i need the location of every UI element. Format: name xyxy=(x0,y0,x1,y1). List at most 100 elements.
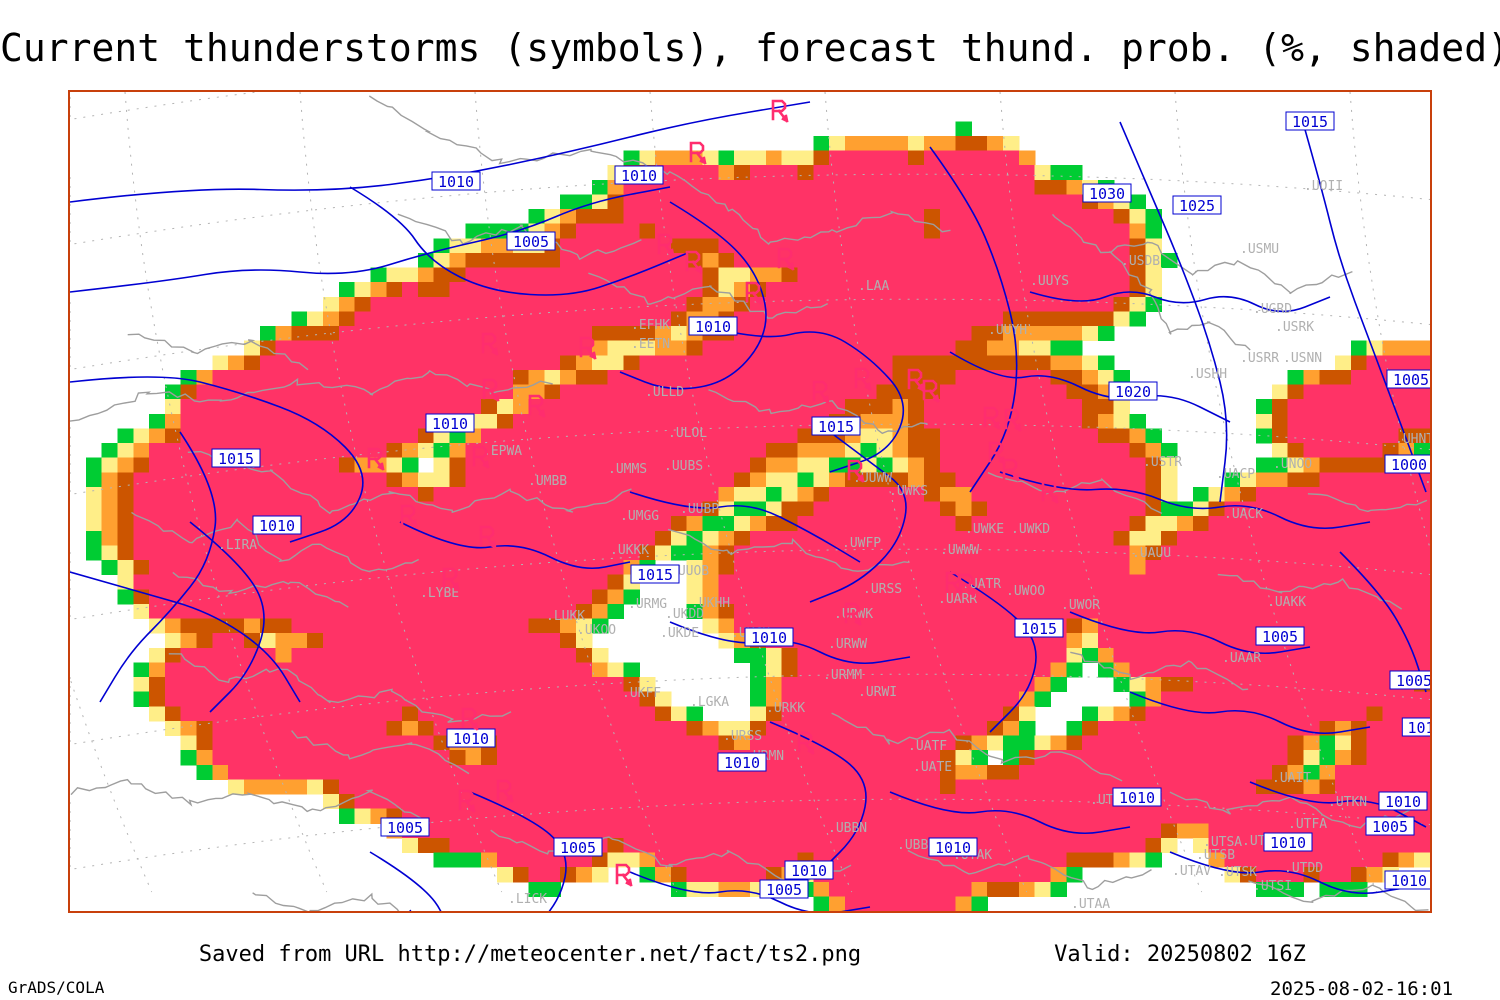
graticule-layer xyxy=(70,92,1430,893)
station-label: .USTR xyxy=(1143,455,1182,470)
thunderstorm-symbol xyxy=(854,367,872,391)
station-label: .UBBN xyxy=(828,821,867,836)
thunderstorm-symbol xyxy=(367,447,385,471)
station-label: .UTKN xyxy=(1328,795,1367,810)
isobar-label-box xyxy=(211,448,261,468)
station-label: .USNN xyxy=(1283,351,1322,366)
isobar-label-box xyxy=(1255,626,1305,646)
thunderstorm-symbol xyxy=(685,250,703,274)
station-label: .UWOR xyxy=(1061,598,1100,613)
station-label: .ULLD xyxy=(645,385,684,400)
thunderstorm-symbol xyxy=(400,504,418,528)
thunderstorm-symbol xyxy=(657,233,675,257)
station-label: .UATF xyxy=(908,739,947,754)
isobar-label: 1020 xyxy=(1115,383,1151,401)
station-label: .LGKA xyxy=(690,695,729,710)
station-label: .UHNT xyxy=(1395,432,1430,447)
isobar-label: 1010 xyxy=(453,730,489,748)
station-label: .UKOO xyxy=(577,623,616,638)
thunderstorm-symbol xyxy=(745,281,763,305)
producer-label: GrADS/COLA xyxy=(8,978,105,997)
page-title: Current thunderstorms (symbols), forecas… xyxy=(0,26,1500,70)
isobar-label-box xyxy=(744,627,794,647)
thunderstorm-symbol xyxy=(847,459,865,483)
thunderstorm-symbol xyxy=(479,525,497,549)
isobar-label: 1015 xyxy=(818,418,854,436)
station-label: .UUBS xyxy=(664,459,703,474)
station-label: .UACP xyxy=(1216,467,1255,482)
thunderstorm-symbol xyxy=(472,445,490,469)
station-label: .LYBE xyxy=(420,586,459,601)
thunderstorm-symbol xyxy=(844,602,862,626)
station-label: .UTDD xyxy=(1284,861,1323,876)
thunderstorm-symbol xyxy=(907,368,925,392)
thunderstorm-symbol xyxy=(579,336,597,360)
station-label: .UATE xyxy=(913,760,952,775)
station-label: .USMU xyxy=(1240,242,1279,257)
station-label: .UKHH xyxy=(691,596,730,611)
thunderstorm-symbol xyxy=(496,779,514,803)
station-label: .UOII xyxy=(1304,179,1343,194)
thunderstorm-symbol xyxy=(461,707,479,731)
station-label: .USRR xyxy=(1240,351,1279,366)
station-label: .URKK xyxy=(766,701,805,716)
isobar-label-box xyxy=(425,413,475,433)
station-label: .URSS xyxy=(723,729,762,744)
map-canvas[interactable]: .USDD.UOII.USMU.USDB.UUYS.LAA.UGRD.UUYH.… xyxy=(70,92,1430,911)
station-label: .UKDD xyxy=(665,607,704,622)
isobar-label: 1010 xyxy=(1385,793,1421,811)
station-label: .UBBB xyxy=(897,838,936,853)
isobar-label-box xyxy=(1384,454,1430,474)
station-label: .UKFF xyxy=(622,686,661,701)
station-label: .URSS xyxy=(863,582,902,597)
station-label: .UUBP xyxy=(680,502,719,517)
station-label: .USRK xyxy=(1275,320,1314,335)
station-label: .UACK xyxy=(1224,507,1263,522)
station-label: .LICK xyxy=(508,892,547,907)
isobar-layer xyxy=(70,101,1427,911)
station-label: .UUYS xyxy=(1030,274,1069,289)
thunderstorm-symbol xyxy=(958,573,976,597)
isobar-label: 1005 xyxy=(1372,818,1408,836)
station-label: .EETN xyxy=(631,337,670,352)
thunderstorm-symbol xyxy=(481,332,499,356)
isobar-label-box xyxy=(1378,791,1428,811)
isobar-label: 1005 xyxy=(1393,371,1429,389)
station-label: .UWWW xyxy=(940,543,979,558)
station-label: .URMG xyxy=(628,597,667,612)
station-label: .UWKS xyxy=(889,484,928,499)
thunderstorm-symbol xyxy=(442,567,460,591)
station-label: .EPWA xyxy=(483,444,522,459)
station-label: .UMBB xyxy=(528,474,567,489)
coastline-layer xyxy=(70,95,1429,911)
weather-map[interactable]: .USDD.UOII.USMU.USDB.UUYS.LAA.UGRD.UUYH.… xyxy=(68,90,1432,913)
isobar-label: 1005 xyxy=(560,839,596,857)
isobar-label: 1000 xyxy=(1391,456,1427,474)
thunderstorm-symbol xyxy=(1002,458,1020,482)
isobar-label-box xyxy=(1386,369,1430,389)
station-label: .UMMS xyxy=(608,462,647,477)
isobar-label-box xyxy=(252,515,302,535)
station-label: .UKDE xyxy=(660,626,699,641)
station-label: .UAIT xyxy=(1272,771,1311,786)
station-label: .LUKK xyxy=(546,609,585,624)
station-label: .UUOB xyxy=(670,564,709,579)
station-label: .USHH xyxy=(1188,367,1227,382)
isobar-label: 1010 xyxy=(1119,789,1155,807)
station-label: .URWI xyxy=(858,685,897,700)
isobar-label: 1015 xyxy=(1021,620,1057,638)
isobar-label-box xyxy=(1108,381,1158,401)
station-label: .UTSK xyxy=(1218,865,1257,880)
valid-time-text: Valid: 20250802 16Z xyxy=(1054,942,1306,967)
isobar-label: 1030 xyxy=(1089,185,1125,203)
station-label: .UTSA xyxy=(1203,835,1242,850)
station-label: .UAAR xyxy=(1222,651,1261,666)
thunderstorm-symbol xyxy=(528,394,546,418)
station-label: .UAUU xyxy=(1132,546,1171,561)
thunderstorm-symbol xyxy=(458,789,476,813)
isobar-label: 1005 xyxy=(766,881,802,899)
station-label: .UWKD xyxy=(1011,522,1050,537)
isobar-label-box xyxy=(928,837,978,857)
isobar-label-box xyxy=(431,171,481,191)
station-label: .UTSI xyxy=(1253,879,1292,894)
